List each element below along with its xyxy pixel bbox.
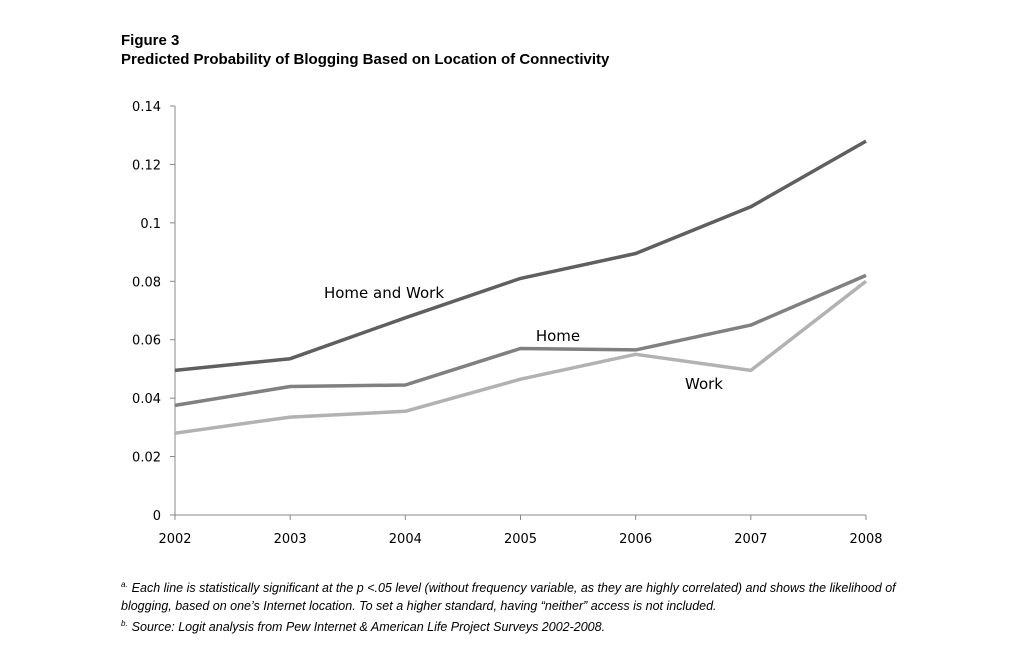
- y-tick-label: 0.02: [132, 451, 161, 466]
- figure-header: Figure 3 Predicted Probability of Bloggi…: [121, 32, 609, 70]
- note-b-text: Source: Logit analysis from Pew Internet…: [131, 620, 606, 635]
- y-tick-label: 0.1: [140, 217, 161, 232]
- series-label-home: Home: [536, 327, 580, 345]
- x-tick-label: 2007: [734, 532, 767, 547]
- figure-label: Figure 3: [121, 32, 180, 49]
- series-line-home: [174, 273, 867, 408]
- note-b: b. Source: Logit analysis from Pew Intern…: [121, 615, 911, 636]
- series-label-home-and-work: Home and Work: [324, 284, 444, 302]
- series-line-home-and-work: [174, 139, 867, 373]
- x-tick-label: 2002: [158, 532, 191, 547]
- x-tick-label: 2006: [619, 532, 652, 547]
- note-b-marker: b.: [121, 619, 128, 629]
- y-tick-label: 0.06: [132, 334, 161, 349]
- y-tick-label: 0.08: [132, 275, 161, 290]
- y-tick-label: 0: [153, 509, 161, 524]
- x-tick-label: 2004: [389, 532, 422, 547]
- y-tick-label: 0.14: [132, 100, 161, 115]
- note-a-marker: a.: [121, 580, 128, 589]
- figure-notes: a. Each line is statistically significant…: [121, 576, 911, 636]
- y-tick-label: 0.12: [132, 158, 161, 173]
- x-tick-label: 2003: [274, 532, 307, 547]
- series-line-work: [174, 279, 868, 435]
- y-tick-label: 0.04: [132, 392, 161, 407]
- x-tick-label: 2008: [849, 532, 882, 547]
- note-a-text: Each line is statistically significant a…: [121, 581, 896, 614]
- note-a: a. Each line is statistically significant…: [121, 576, 911, 615]
- figure-title: Predicted Probability of Blogging Based …: [121, 51, 610, 68]
- x-tick-label: 2005: [504, 532, 537, 547]
- series-label-work: Work: [685, 375, 723, 393]
